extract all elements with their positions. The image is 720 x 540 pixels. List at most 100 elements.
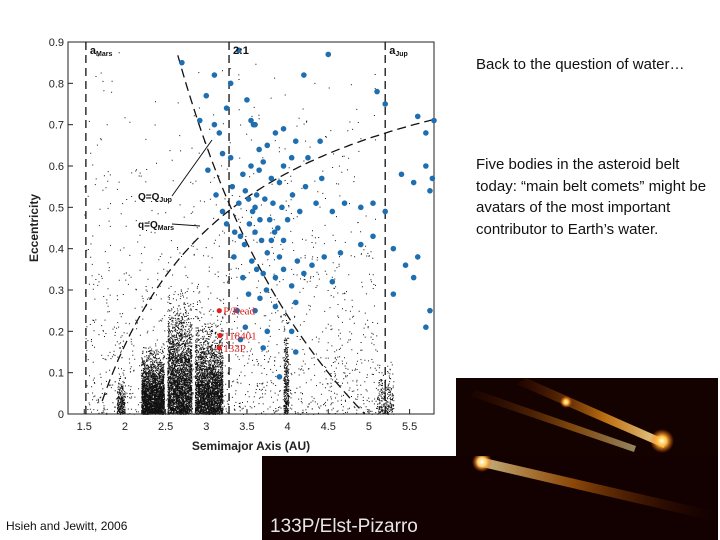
comet-point bbox=[253, 266, 260, 273]
comet-point bbox=[272, 303, 279, 310]
comet-point bbox=[256, 146, 262, 153]
comet-point bbox=[219, 208, 226, 215]
comet-point bbox=[358, 241, 364, 248]
comet-point bbox=[229, 183, 236, 190]
eccentricity-semimajor-chart: 0 0.1 0.2 0.3 0.4 0.5 0.6 0.7 0.8 0.9 1.5 2 2.5 3 3.5 4… bbox=[27, 37, 437, 453]
curve-label: q=QMars bbox=[138, 220, 174, 232]
comet-point bbox=[244, 97, 250, 103]
comet-point bbox=[253, 192, 260, 198]
comet-point bbox=[242, 188, 249, 194]
y-tick-label: 0.9 bbox=[49, 37, 64, 49]
image-credit: Hsieh and Jewitt, 2006 bbox=[6, 519, 128, 533]
mbc-point bbox=[217, 332, 223, 339]
x-axis-label: Semimajor Axis (AU) bbox=[192, 439, 310, 453]
y-axis-label: Eccentricity bbox=[27, 194, 41, 262]
comet-point bbox=[289, 192, 296, 198]
comet-point bbox=[410, 179, 417, 186]
curve-label-leader bbox=[171, 139, 213, 197]
comet-point bbox=[262, 196, 268, 202]
chart-reference-lines bbox=[85, 42, 432, 415]
comet-point bbox=[280, 237, 287, 244]
y-tick-label: 0.4 bbox=[49, 244, 64, 256]
comet-point bbox=[271, 229, 278, 235]
comet-point bbox=[252, 307, 258, 314]
y-tick-label: 0.3 bbox=[49, 285, 64, 297]
comet-point bbox=[402, 262, 409, 269]
slide-body-text: Five bodies in the asteroid belt today: … bbox=[476, 156, 707, 238]
mbc-label: 133P bbox=[223, 343, 246, 355]
comet-point bbox=[313, 200, 319, 206]
comet-133p-image: 133P/Elst-Pizarro bbox=[270, 456, 718, 537]
comet-point bbox=[252, 229, 258, 235]
comet-point bbox=[264, 328, 271, 335]
comet-point bbox=[318, 175, 325, 182]
comet-point bbox=[302, 183, 309, 190]
comet-point bbox=[245, 291, 252, 297]
y-tick-label: 0 bbox=[58, 409, 64, 421]
comet-point bbox=[317, 138, 323, 144]
comet-point bbox=[248, 163, 254, 169]
comet-point bbox=[288, 328, 295, 335]
comet-point bbox=[427, 188, 433, 194]
vertical-line-label-sub: Mars bbox=[96, 51, 112, 58]
comet-point bbox=[370, 200, 376, 206]
comet-point bbox=[390, 291, 397, 297]
comet-point bbox=[223, 221, 230, 227]
comet-point bbox=[211, 72, 218, 78]
comet-point bbox=[231, 254, 237, 260]
comet-point bbox=[414, 254, 421, 260]
comet-point bbox=[301, 270, 307, 277]
mbc-point bbox=[216, 345, 222, 351]
comet-point bbox=[414, 113, 421, 120]
comet-point bbox=[309, 262, 315, 269]
comet-point bbox=[268, 237, 275, 244]
comet-point bbox=[292, 138, 299, 144]
comet-point bbox=[257, 216, 263, 223]
comet-point bbox=[241, 241, 248, 248]
comet-point bbox=[257, 295, 263, 302]
comet-point bbox=[268, 175, 275, 182]
x-tick-label: 4 bbox=[285, 421, 291, 433]
comet-point bbox=[429, 175, 436, 182]
comet-point bbox=[431, 117, 437, 124]
comet-point bbox=[264, 250, 271, 256]
plot-border bbox=[67, 41, 435, 415]
comet-point bbox=[223, 105, 230, 111]
comet-point bbox=[280, 126, 287, 132]
comet-point bbox=[280, 163, 287, 169]
comet-point bbox=[237, 336, 244, 343]
x-tick-label: 2 bbox=[122, 421, 128, 433]
chart-frame bbox=[67, 41, 435, 415]
vertical-line-label: aJup bbox=[389, 45, 408, 58]
comet-point bbox=[248, 117, 254, 124]
comet-point bbox=[219, 150, 226, 157]
comet-point bbox=[240, 274, 246, 281]
comet-point bbox=[263, 287, 270, 293]
comet-point bbox=[256, 167, 262, 173]
comet-point bbox=[258, 237, 265, 244]
main-belt-comet-points bbox=[216, 308, 223, 351]
comet-point bbox=[329, 278, 336, 285]
comet-point bbox=[231, 229, 238, 235]
comet-point bbox=[427, 307, 433, 314]
comet-tails-image bbox=[470, 378, 674, 453]
comet-point bbox=[260, 159, 267, 165]
comet-point bbox=[266, 216, 273, 223]
comet-point bbox=[288, 154, 295, 161]
comet-point bbox=[325, 51, 332, 58]
comet-point bbox=[288, 283, 295, 289]
x-tick-label: 5 bbox=[366, 421, 372, 433]
chart-labels: 0 0.1 0.2 0.3 0.4 0.5 0.6 0.7 0.8 0.9 1.5 2 2.5 3 3.5 4… bbox=[27, 37, 417, 453]
comet-point bbox=[227, 80, 234, 87]
comet-point bbox=[203, 92, 210, 99]
x-tick-label: 2.5 bbox=[158, 421, 173, 433]
comet-point bbox=[211, 121, 218, 128]
y-tick-label: 0.7 bbox=[49, 120, 64, 132]
comet-point bbox=[423, 130, 429, 136]
comet-point bbox=[272, 130, 279, 136]
comet-point bbox=[284, 216, 291, 223]
curve-label-sub: Mars bbox=[158, 225, 174, 232]
comet-point bbox=[423, 324, 429, 331]
x-tick-label: 1.5 bbox=[77, 421, 92, 433]
comet-point bbox=[276, 254, 283, 260]
